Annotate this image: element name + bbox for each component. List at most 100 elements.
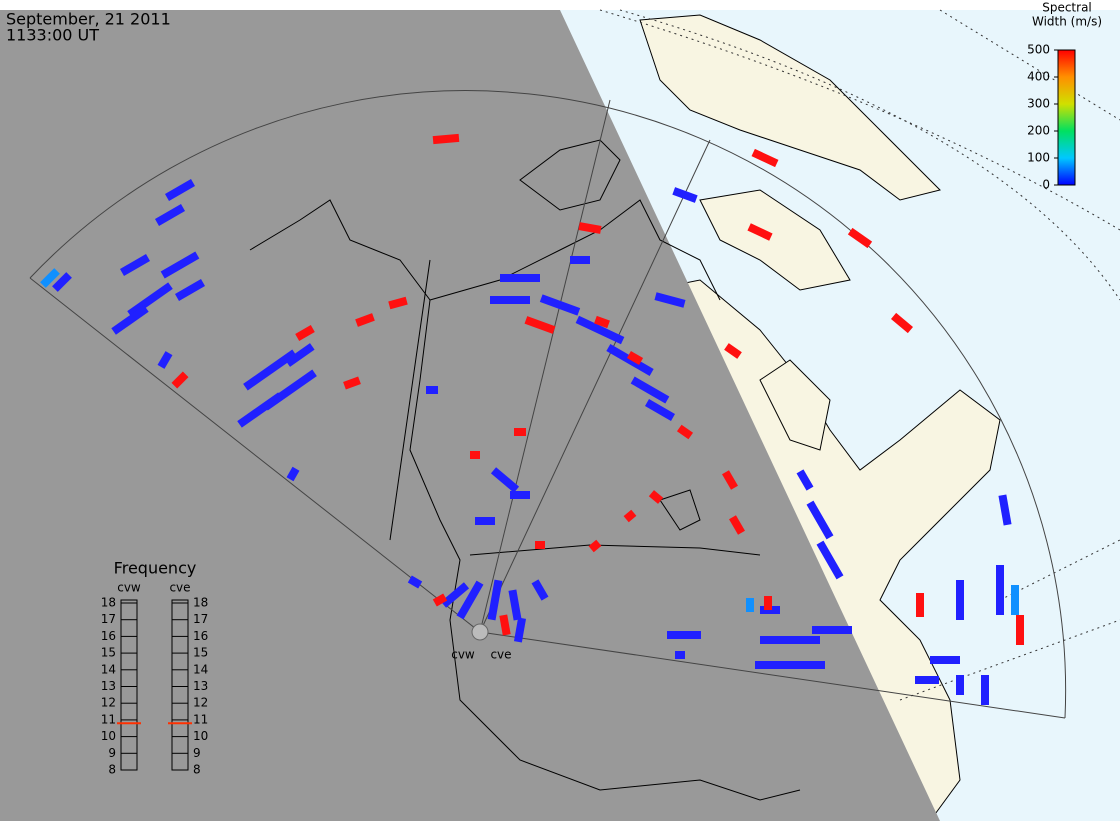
frequency-tick-label: 10 [101, 729, 116, 743]
scatter-cell [746, 598, 754, 612]
frequency-tick-label: 16 [193, 629, 208, 643]
scatter-cell [956, 580, 964, 620]
scatter-cell [915, 676, 939, 684]
scatter-cell [499, 614, 511, 636]
scatter-cell [575, 315, 625, 345]
frequency-tick-label: 18 [193, 596, 208, 610]
scatter-cell [524, 316, 556, 334]
scatter-cell [998, 494, 1012, 526]
scatter-cell [648, 490, 664, 504]
scatter-cell [343, 376, 361, 390]
scatter-cell [295, 325, 315, 341]
scatter-cell [157, 351, 173, 369]
frequency-tick-label: 17 [101, 612, 116, 626]
scatter-cell [490, 296, 530, 304]
scatter-cell [539, 294, 581, 316]
scatter-cell [475, 517, 495, 525]
scatter-cell [847, 227, 873, 249]
scatter-cell [171, 371, 189, 389]
scatter-cell [594, 315, 610, 329]
scatter-cell [654, 292, 686, 308]
frequency-title: Frequency [114, 559, 197, 578]
frequency-tick-label: 11 [193, 712, 208, 726]
scatter-cell [500, 274, 540, 282]
scatter-cell [930, 656, 960, 664]
scatter-cell [672, 187, 698, 203]
radar-name: cvw [117, 581, 141, 595]
scatter-cell [535, 541, 545, 549]
scatter-cell [160, 251, 200, 279]
colorbar-title: Width (m/s) [1032, 15, 1102, 29]
scatter-cell [111, 305, 149, 335]
scatter-cell [175, 279, 205, 301]
scatter-cell [432, 593, 448, 607]
scatter-cell [996, 565, 1004, 615]
scatter-cell [645, 399, 675, 421]
scatter-cell [355, 313, 375, 327]
scatter-cell [508, 589, 522, 621]
scatter-cell [52, 272, 72, 292]
coastlines [249, 139, 801, 801]
frequency-tick-label: 16 [101, 629, 116, 643]
scatter-cell [407, 575, 423, 589]
frequency-tick-label: 15 [193, 646, 208, 660]
scatter-cell [676, 424, 694, 440]
scatter-cell [165, 179, 195, 201]
scatter-cell [675, 651, 685, 659]
frequency-tick-label: 15 [101, 646, 116, 660]
frequency-tick-label: 14 [101, 662, 116, 676]
scatter-cell [514, 428, 526, 436]
scatter-cell [760, 636, 820, 644]
date: September, 21 2011 [6, 10, 171, 29]
frequency-tick-label: 13 [193, 679, 208, 693]
frequency-tick-label: 12 [193, 696, 208, 710]
colorbar [1057, 49, 1076, 186]
frequency-tick-label: 18 [101, 596, 116, 610]
scatter-cell [470, 451, 480, 459]
frequency-tick-label: 8 [193, 763, 201, 777]
scatter-cell [1011, 585, 1019, 615]
scatter-cell [426, 386, 438, 394]
scatter-cell [623, 509, 637, 523]
scatter-cell [724, 343, 742, 359]
scatter-cell [729, 515, 745, 535]
scatter-cell [588, 539, 602, 553]
scatter-cell [755, 661, 825, 669]
frequency-tick-label: 10 [193, 729, 208, 743]
scatter-cell [531, 579, 549, 601]
scatter-cell [513, 617, 527, 643]
colorbar-tick-label: 500 [1027, 43, 1050, 57]
colorbar-tick-label: 0 [1042, 178, 1050, 192]
scatter-cell [570, 256, 590, 264]
scatter-cell [285, 343, 315, 367]
radar-name: cve [169, 581, 190, 595]
scatter-cell [40, 268, 60, 288]
colorbar-tick-label: 400 [1027, 70, 1050, 84]
site-label: cve [490, 648, 511, 662]
scatter-cell [487, 579, 503, 621]
scatter-cell [747, 223, 773, 241]
scatter-cell [120, 254, 150, 276]
scatter-cell [812, 626, 852, 634]
frequency-tick-label: 9 [108, 746, 116, 760]
scatter-cell [816, 540, 844, 580]
scatter-cell [388, 296, 408, 310]
scatter-cell [667, 631, 701, 639]
scatter-cell [578, 222, 602, 234]
scatter-cell [722, 470, 738, 490]
scatter-cell [956, 675, 964, 695]
scatter-cell [440, 582, 470, 608]
scatter-cell [806, 500, 834, 540]
colorbar-tick-label: 100 [1027, 151, 1050, 165]
scatter-cell [286, 466, 300, 482]
colorbar-title: Spectral [1042, 1, 1092, 15]
frequency-tick-label: 12 [101, 696, 116, 710]
scatter-cells [40, 133, 1024, 705]
scatter-cell [796, 469, 814, 491]
scatter-cell [981, 675, 989, 705]
frequency-tick-label: 11 [101, 712, 116, 726]
scatter-cell [751, 148, 779, 168]
frequency-tick-label: 14 [193, 662, 208, 676]
scatter-cell [606, 344, 654, 376]
